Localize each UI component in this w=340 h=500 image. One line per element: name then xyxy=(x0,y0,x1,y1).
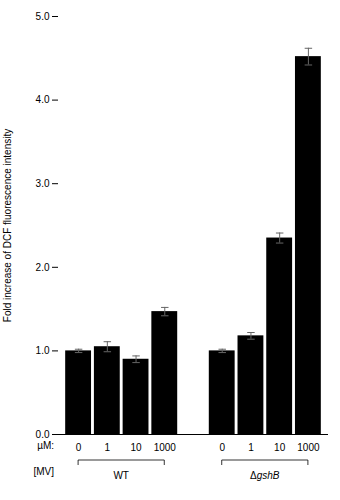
svg-text:1000: 1000 xyxy=(154,442,177,453)
svg-text:WT: WT xyxy=(113,470,129,481)
svg-text:1000: 1000 xyxy=(297,442,320,453)
svg-text:1: 1 xyxy=(105,442,111,453)
svg-text:µM:: µM: xyxy=(37,440,54,451)
svg-text:10: 10 xyxy=(130,442,142,453)
svg-text:10: 10 xyxy=(274,442,286,453)
svg-text:Fold increase of DCF fluoresce: Fold increase of DCF fluorescence intens… xyxy=(2,129,13,322)
svg-text:4.0: 4.0 xyxy=(36,94,50,105)
svg-text:0: 0 xyxy=(219,442,225,453)
svg-text:1.0: 1.0 xyxy=(36,345,50,356)
svg-text:[MV]: [MV] xyxy=(33,466,54,477)
svg-text:ΔgshB: ΔgshB xyxy=(250,470,280,481)
svg-text:1: 1 xyxy=(248,442,254,453)
svg-text:3.0: 3.0 xyxy=(36,178,50,189)
svg-text:0: 0 xyxy=(76,442,82,453)
svg-text:2.0: 2.0 xyxy=(36,262,50,273)
svg-text:5.0: 5.0 xyxy=(36,11,50,22)
svg-text:0.0: 0.0 xyxy=(36,429,50,440)
